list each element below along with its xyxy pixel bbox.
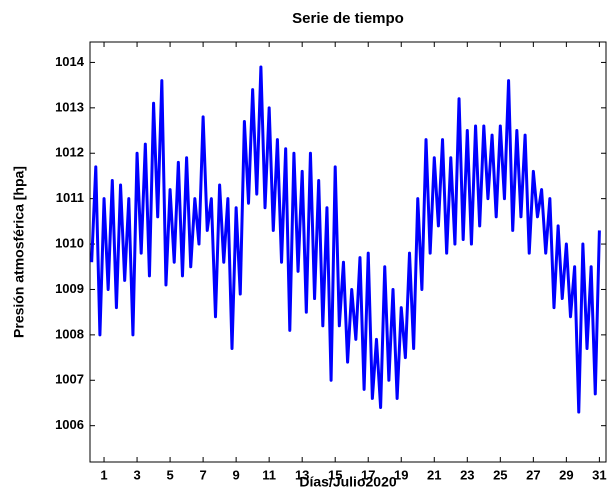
y-tick-label: 1009 [55, 281, 84, 296]
x-tick-label: 5 [166, 467, 173, 482]
x-tick-label: 13 [295, 467, 309, 482]
x-axis-label: Días/Julio2020 [299, 474, 396, 490]
x-tick-label: 7 [199, 467, 206, 482]
x-tick-label: 9 [233, 467, 240, 482]
x-tick-label: 27 [526, 467, 540, 482]
x-tick-label: 21 [427, 467, 441, 482]
x-tick-label: 23 [460, 467, 474, 482]
x-tick-label: 15 [328, 467, 342, 482]
chart-title: Serie de tiempo [292, 10, 404, 27]
x-tick-label: 25 [493, 467, 507, 482]
y-tick-label: 1008 [55, 326, 84, 341]
x-tick-label: 17 [361, 467, 375, 482]
x-tick-label: 11 [262, 467, 276, 482]
y-tick-label: 1006 [55, 417, 84, 432]
x-tick-label: 1 [100, 467, 107, 482]
x-tick-label: 31 [592, 467, 606, 482]
y-tick-label: 1011 [56, 190, 84, 205]
y-tick-label: 1012 [55, 145, 84, 160]
y-tick-label: 1013 [55, 99, 84, 114]
y-axis-label: Presión atmosférica [hpa] [11, 166, 27, 338]
data-line [90, 65, 601, 414]
x-tick-label: 3 [133, 467, 140, 482]
x-tick-label: 29 [559, 467, 573, 482]
y-tick-label: 1007 [55, 372, 84, 387]
plot-frame [89, 41, 607, 463]
y-tick-label: 1014 [55, 54, 85, 69]
x-tick-label: 19 [394, 467, 408, 482]
y-tick-label: 1010 [55, 235, 84, 250]
